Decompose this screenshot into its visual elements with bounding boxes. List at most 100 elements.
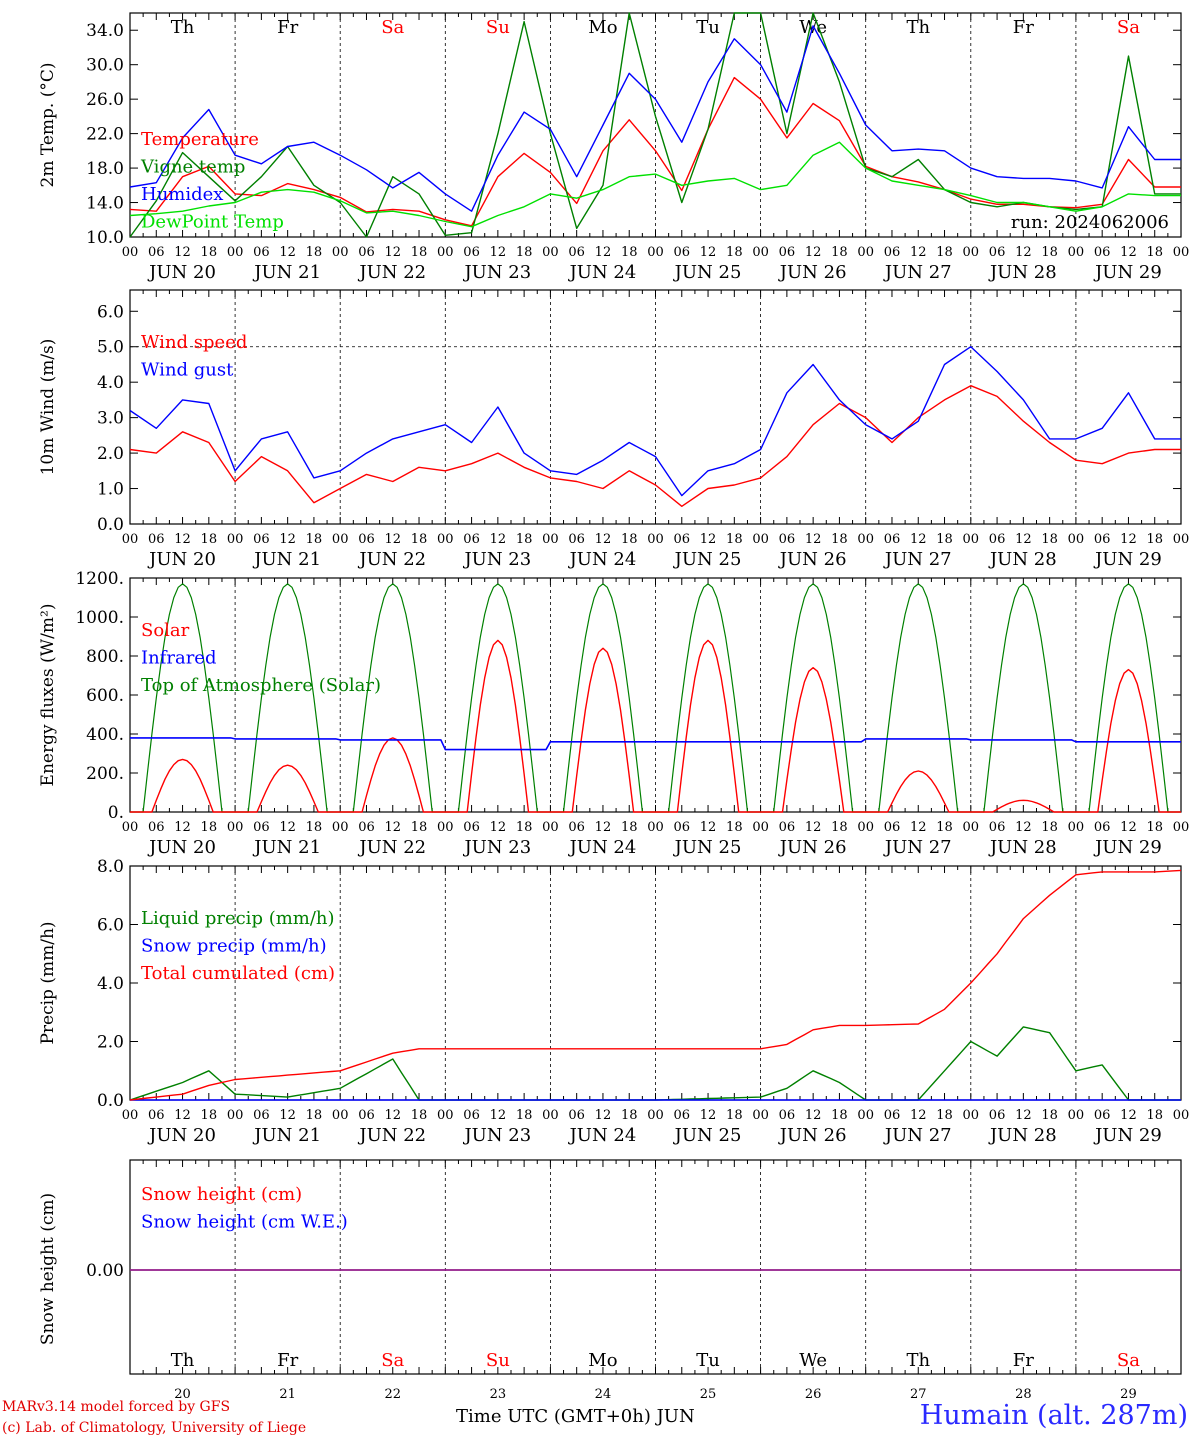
y-axis-label-5: Snow height (cm)	[38, 1193, 58, 1345]
wind-legend-label: Wind speed	[141, 332, 247, 353]
hour-tick-label: 12	[700, 245, 717, 260]
weekday-label: Tu	[696, 1350, 720, 1371]
hour-tick-label: 06	[884, 245, 901, 260]
hour-tick-label: 18	[516, 245, 533, 260]
hour-tick-label: 00	[963, 245, 980, 260]
day-number-label: 23	[490, 1387, 507, 1402]
hour-tick-label: 12	[1015, 532, 1032, 547]
day-number-label: 24	[595, 1387, 612, 1402]
hour-tick-label: 18	[1041, 532, 1058, 547]
y-tick-label: 3.0	[97, 409, 124, 429]
hour-tick-label: 12	[1015, 1108, 1032, 1123]
hour-tick-label: 12	[595, 1108, 612, 1123]
hour-tick-label: 00	[332, 820, 349, 835]
hour-tick-label: 00	[542, 532, 559, 547]
temp-legend-label: Humidex	[141, 184, 223, 205]
hour-tick-label: 00	[1173, 1108, 1190, 1123]
weekday-label: We	[799, 1350, 827, 1371]
hour-tick-label: 12	[805, 532, 822, 547]
model-credit: MARv3.14 model forced by GFS	[2, 1399, 231, 1415]
hour-tick-label: 06	[463, 532, 480, 547]
precip-legend-label: Liquid precip (mm/h)	[141, 908, 335, 929]
hour-tick-label: 06	[148, 245, 165, 260]
temp-series-line-0	[129, 76, 1181, 227]
hour-tick-label: 06	[989, 245, 1006, 260]
hour-tick-label: 06	[779, 532, 796, 547]
date-label: JUN 23	[462, 837, 531, 858]
hour-tick-label: 06	[358, 1108, 375, 1123]
date-label: JUN 25	[673, 837, 742, 858]
date-label: JUN 27	[883, 262, 952, 283]
y-tick-label: 26.0	[86, 90, 124, 110]
hour-tick-label: 06	[1094, 245, 1111, 260]
y-tick-label: 800.	[86, 647, 124, 667]
precip-legend-label: Total cumulated (cm)	[141, 963, 335, 984]
energy-legend-label: Infrared	[141, 648, 216, 669]
station-title: Humain (alt. 287m)	[919, 1400, 1188, 1431]
hour-tick-label: 12	[384, 1108, 401, 1123]
hour-tick-label: 18	[831, 532, 848, 547]
snow-legend-label: Snow height (cm)	[141, 1184, 302, 1205]
hour-tick-label: 12	[1120, 820, 1137, 835]
hour-tick-label: 06	[568, 532, 585, 547]
hour-tick-label: 12	[174, 820, 191, 835]
hour-tick-label: 12	[805, 820, 822, 835]
hour-tick-label: 00	[752, 245, 769, 260]
hour-tick-label: 18	[516, 1108, 533, 1123]
date-label: JUN 26	[778, 837, 847, 858]
hour-tick-label: 12	[1015, 820, 1032, 835]
weekday-label: Th	[171, 1350, 195, 1371]
date-label: JUN 28	[988, 549, 1057, 570]
hour-tick-label: 12	[174, 532, 191, 547]
hour-tick-label: 00	[437, 532, 454, 547]
y-tick-label: 14.0	[86, 194, 124, 214]
hour-tick-label: 18	[726, 532, 743, 547]
hour-tick-label: 06	[568, 1108, 585, 1123]
date-label: JUN 23	[462, 262, 531, 283]
hour-tick-label: 12	[490, 820, 507, 835]
temp-series-line-2	[129, 25, 1181, 212]
hour-tick-label: 18	[831, 1108, 848, 1123]
hour-tick-label: 00	[542, 820, 559, 835]
y-tick-label: 4.0	[97, 373, 124, 393]
hour-tick-label: 06	[884, 532, 901, 547]
hour-tick-label: 12	[1015, 245, 1032, 260]
hour-tick-label: 00	[647, 532, 664, 547]
hour-tick-label: 06	[1094, 532, 1111, 547]
date-label: JUN 25	[673, 262, 742, 283]
y-tick-label: 22.0	[86, 125, 124, 145]
date-label: JUN 29	[1093, 1125, 1162, 1146]
hour-tick-label: 06	[463, 245, 480, 260]
date-label: JUN 22	[357, 549, 426, 570]
day-number-label: 21	[279, 1387, 296, 1402]
date-label: JUN 25	[673, 549, 742, 570]
hour-tick-label: 00	[963, 1108, 980, 1123]
energy-legend-label: Solar	[141, 620, 190, 641]
hour-tick-label: 12	[595, 245, 612, 260]
hour-tick-label: 06	[674, 245, 691, 260]
hour-tick-label: 12	[384, 820, 401, 835]
hour-tick-label: 06	[1094, 1108, 1111, 1123]
hour-tick-label: 12	[1120, 1108, 1137, 1123]
hour-tick-label: 18	[411, 820, 428, 835]
y-tick-label: 200.	[86, 764, 124, 784]
hour-tick-label: 06	[358, 532, 375, 547]
y-tick-label: 1.0	[97, 480, 124, 500]
date-label: JUN 22	[357, 262, 426, 283]
hour-tick-label: 18	[306, 1108, 323, 1123]
hour-tick-label: 00	[752, 1108, 769, 1123]
hour-tick-label: 12	[700, 820, 717, 835]
hour-tick-label: 18	[831, 820, 848, 835]
hour-tick-label: 00	[857, 245, 874, 260]
hour-tick-label: 06	[779, 820, 796, 835]
day-number-label: 27	[910, 1387, 927, 1402]
hour-tick-label: 06	[989, 1108, 1006, 1123]
hour-tick-label: 00	[122, 820, 139, 835]
date-label: JUN 28	[988, 262, 1057, 283]
run-label: run: 2024062006	[1011, 212, 1169, 233]
hour-tick-label: 00	[1068, 532, 1085, 547]
y-axis-label-1: 2m Temp. (°C)	[38, 62, 58, 187]
hour-tick-label: 00	[437, 245, 454, 260]
date-label: JUN 28	[988, 1125, 1057, 1146]
